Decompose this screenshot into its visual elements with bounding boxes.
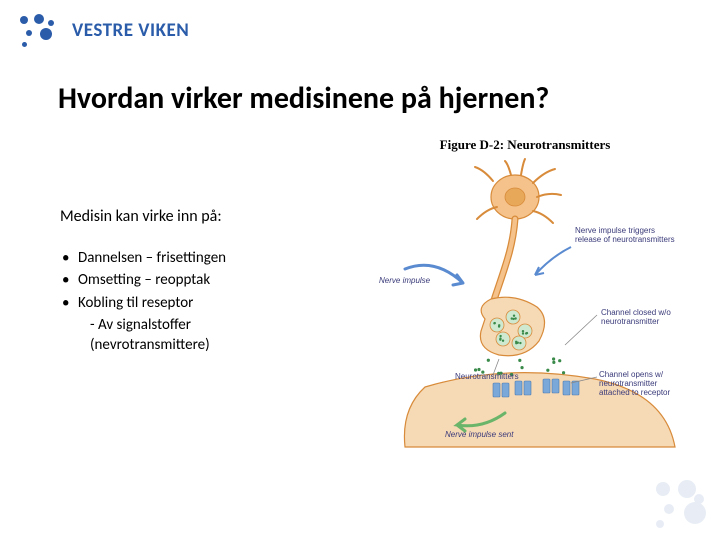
diagram-svg <box>365 157 685 457</box>
bullet-item: Omsetting – reopptak <box>62 270 360 290</box>
subheading: Medisin kan virke inn på: <box>60 207 360 226</box>
bullet-list: Dannelsen – frisettingenOmsetting – reop… <box>60 248 360 313</box>
bullet-item: Dannelsen – frisettingen <box>62 248 360 268</box>
brand-name: VESTRE VIKEN <box>72 19 189 42</box>
neurotransmitter-diagram: Nerve impulse Nerve impulse triggersrelea… <box>365 157 685 457</box>
page-title: Hvordan virker medisinene på hjernen? <box>0 56 720 127</box>
diagram-label: Nerve impulse sent <box>445 431 513 440</box>
figure-caption: Figure D-2: Neurotransmitters <box>360 137 690 153</box>
diagram-label: Nerve impulse triggersrelease of neurotr… <box>575 227 675 245</box>
diagram-label: Channel closed w/oneurotransmitter <box>601 309 671 327</box>
sub-line: - Av signalstoffer <box>60 315 360 335</box>
text-column: Medisin kan virke inn på: Dannelsen – fr… <box>60 137 360 457</box>
logo-dots-icon <box>18 12 62 48</box>
diagram-label: Nerve impulse <box>379 277 430 286</box>
content-area: Medisin kan virke inn på: Dannelsen – fr… <box>0 127 720 457</box>
sub-line: (nevrotransmittere) <box>60 335 360 355</box>
figure-column: Figure D-2: Neurotransmitters Nerve impu… <box>360 137 690 457</box>
diagram-label: Channel opens w/neurotransmitterattached… <box>599 371 670 397</box>
bullet-item: Kobling til reseptor <box>62 293 360 313</box>
diagram-label: Neurotransmitters <box>455 373 519 382</box>
header: VESTRE VIKEN <box>0 0 720 56</box>
corner-decoration-icon <box>650 480 710 530</box>
